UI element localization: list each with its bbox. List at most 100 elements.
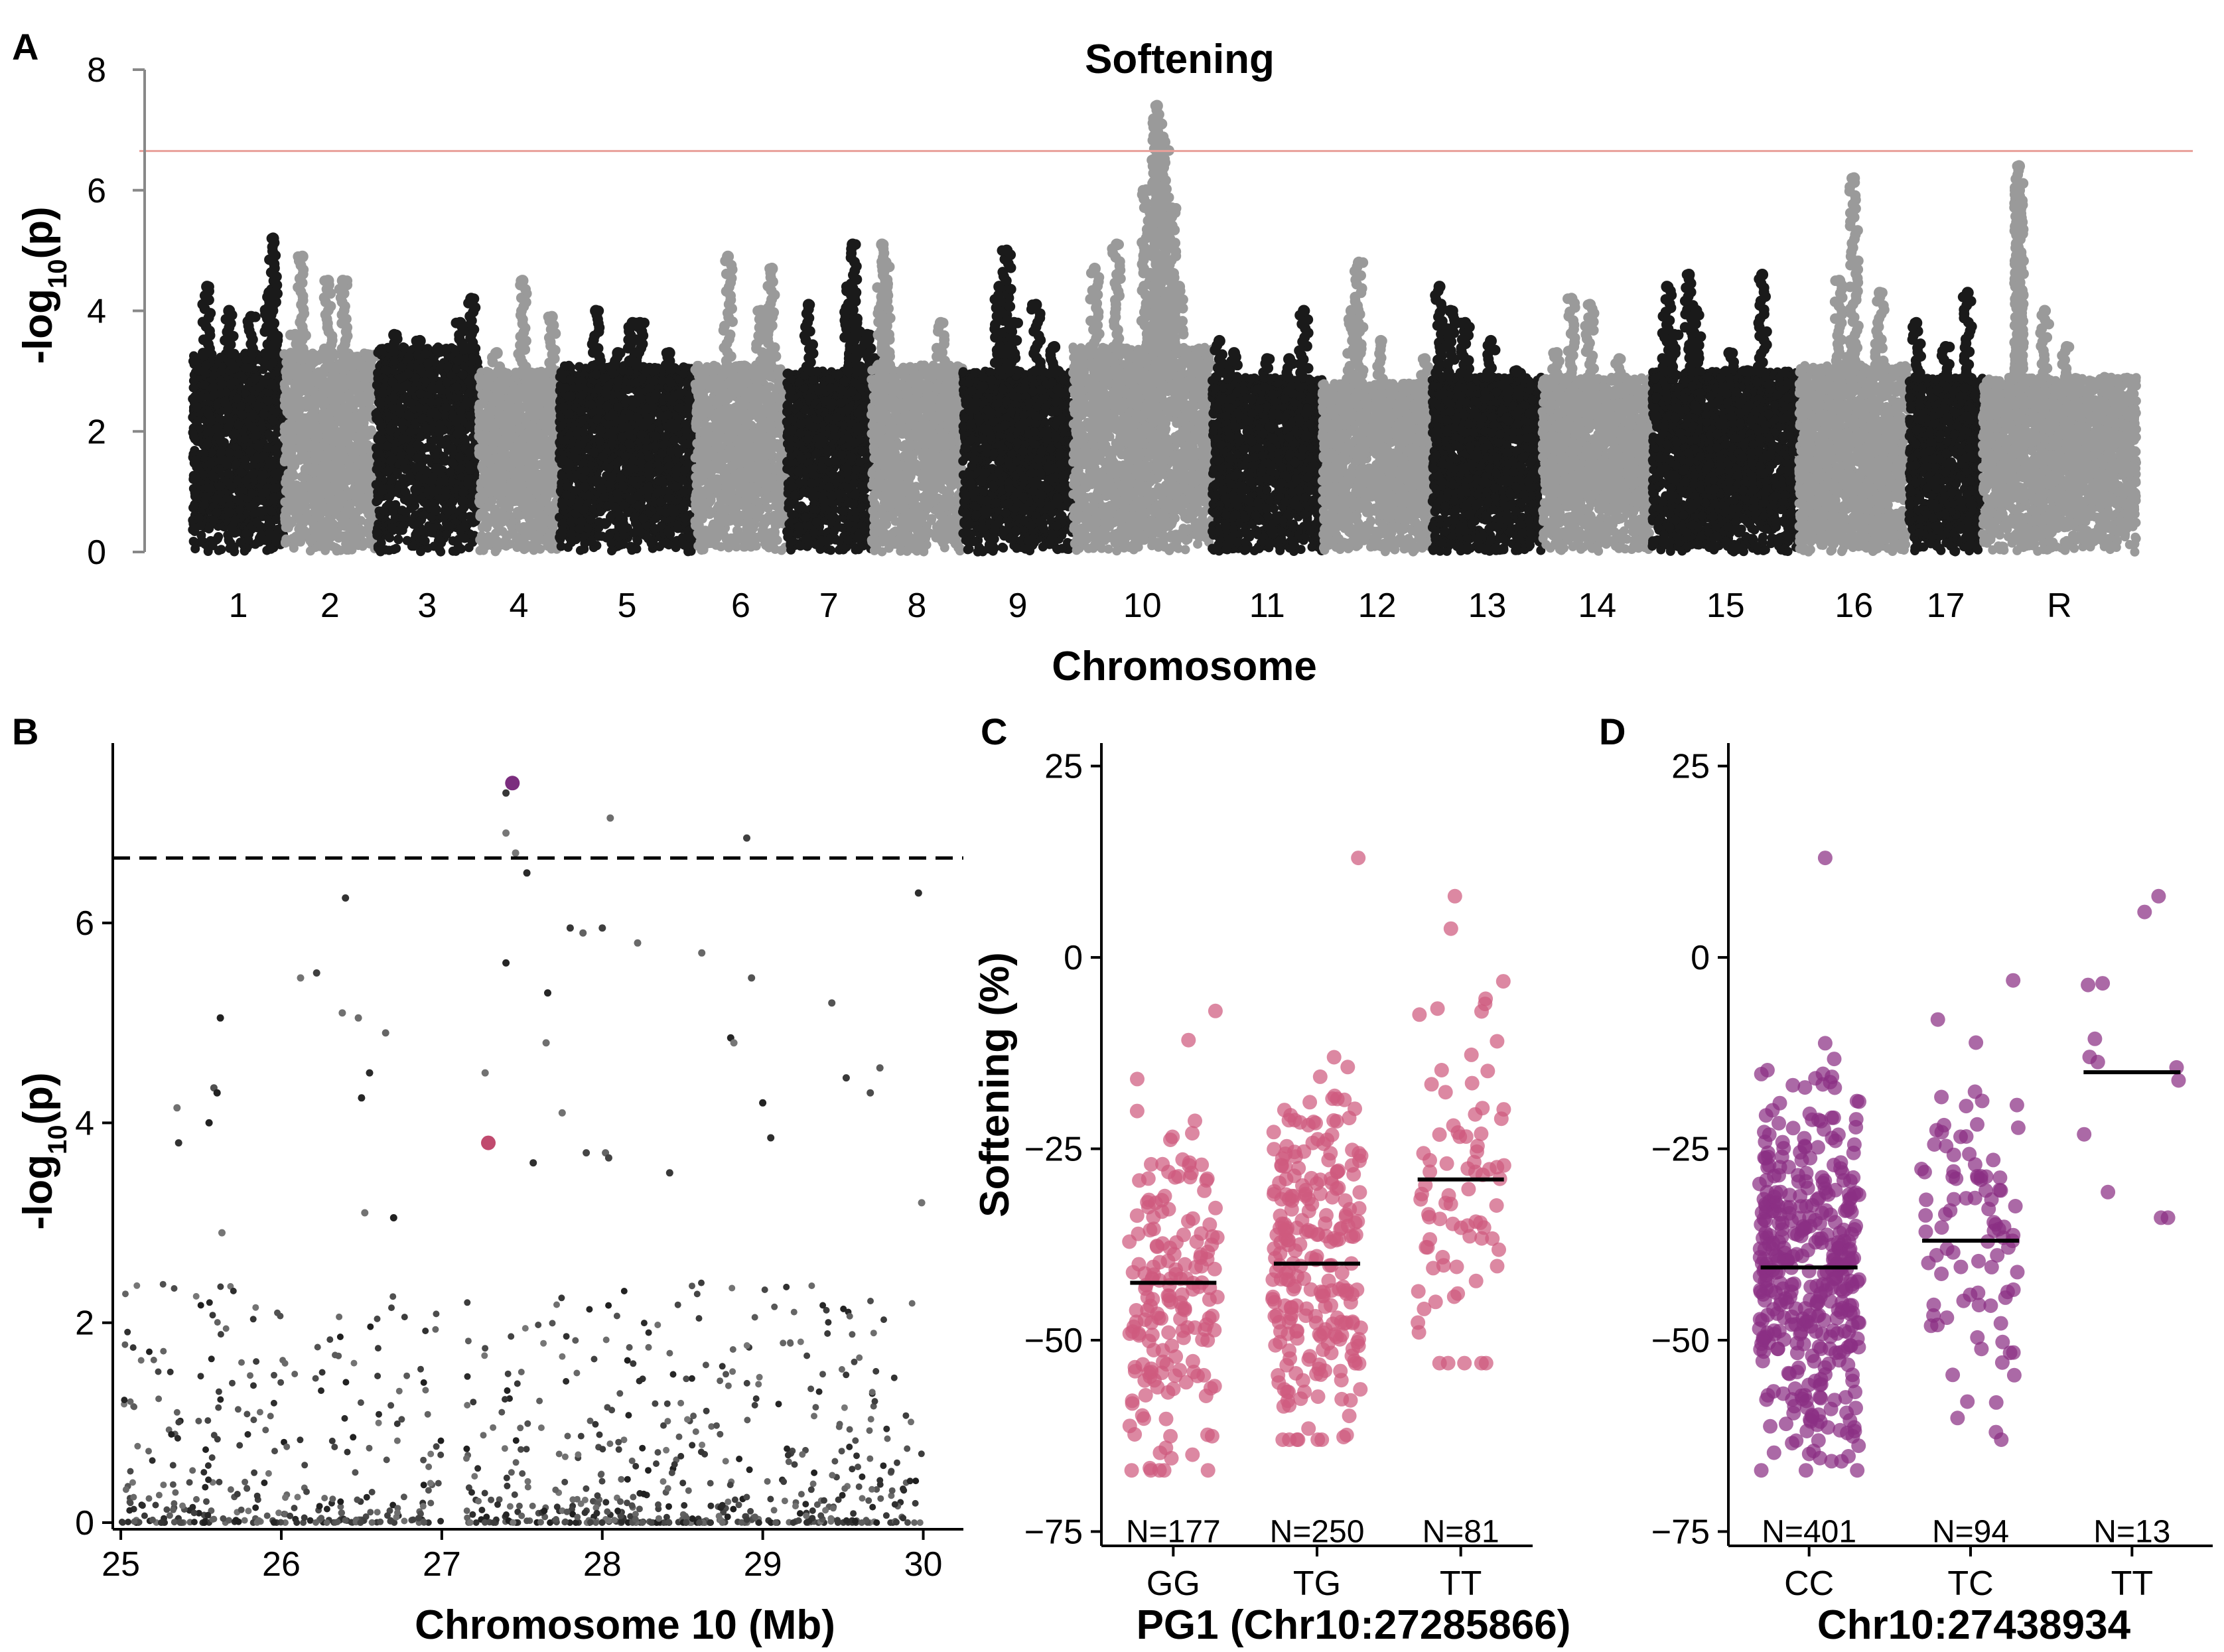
snp-point	[265, 518, 274, 527]
snp-point	[378, 486, 387, 496]
snp-point	[466, 411, 476, 421]
snp-peak-point	[223, 305, 235, 317]
snp-point	[320, 482, 330, 491]
snp-peak-point	[454, 317, 466, 329]
snp-point	[398, 435, 407, 444]
snp-point	[252, 454, 261, 464]
snp-point	[405, 411, 415, 421]
snp-point	[191, 455, 200, 464]
snp-point	[344, 404, 353, 413]
manhattan-title: Softening	[1085, 36, 1275, 82]
snp-point	[413, 527, 422, 537]
snp-point	[212, 508, 222, 517]
snp-point	[453, 356, 462, 366]
snp-point	[362, 430, 372, 439]
snp-point	[427, 512, 436, 521]
snp-point	[421, 499, 431, 508]
snp-point	[415, 403, 424, 413]
snp-point	[319, 369, 328, 378]
snp-point	[400, 463, 409, 472]
snp-point	[281, 517, 290, 527]
snp-point	[313, 529, 322, 538]
snp-point	[259, 357, 269, 366]
snp-peak-point	[337, 275, 349, 287]
panel-letter-b: B	[12, 711, 38, 752]
snp-point	[196, 521, 206, 530]
snp-point	[301, 440, 310, 449]
snp-point	[385, 533, 394, 543]
snp-point	[267, 379, 277, 388]
snp-point	[328, 379, 337, 388]
snp-point	[193, 417, 202, 426]
snp-point	[400, 343, 409, 352]
snp-point	[354, 446, 363, 455]
snp-point	[354, 421, 364, 431]
snp-point	[417, 461, 426, 470]
snp-point	[292, 421, 301, 431]
snp-point	[190, 356, 200, 365]
snp-point	[235, 505, 244, 514]
snp-point	[324, 445, 333, 454]
snp-point	[261, 488, 270, 497]
snp-point	[465, 389, 474, 398]
snp-point	[270, 483, 279, 492]
snp-point	[332, 486, 342, 495]
snp-point	[223, 405, 232, 415]
snp-point	[253, 402, 263, 411]
snp-point	[189, 376, 198, 385]
snp-point	[443, 344, 452, 354]
manhattan-points	[188, 100, 2141, 557]
snp-point	[377, 538, 386, 547]
snp-point	[356, 516, 366, 525]
snp-point	[281, 506, 290, 516]
snp-point	[342, 434, 351, 443]
snp-point	[281, 385, 291, 395]
snp-point	[200, 500, 209, 510]
snp-point	[230, 516, 240, 525]
snp-point	[309, 501, 318, 510]
snp-point	[311, 514, 320, 523]
snp-point	[216, 366, 226, 376]
snp-point	[237, 402, 246, 411]
panel-letter-a: A	[12, 26, 38, 68]
snp-point	[310, 393, 319, 403]
snp-point	[204, 524, 214, 533]
snp-point	[455, 453, 464, 462]
snp-point	[406, 447, 415, 456]
snp-point	[226, 539, 236, 548]
snp-point	[354, 506, 364, 515]
snp-point	[269, 493, 279, 502]
snp-peak-point	[322, 275, 334, 287]
snp-point	[259, 410, 269, 419]
snp-point	[234, 449, 243, 458]
snp-point	[344, 502, 353, 511]
panel-letter-d: D	[1599, 711, 1626, 752]
snp-point	[419, 444, 429, 453]
snp-point	[297, 533, 307, 542]
snp-point	[358, 477, 368, 486]
snp-point	[190, 544, 200, 553]
snp-point	[356, 488, 365, 497]
snp-point	[336, 443, 346, 452]
snp-point	[379, 389, 388, 398]
snp-point	[416, 389, 425, 399]
snp-point	[458, 513, 468, 522]
snp-peak-point	[263, 287, 275, 299]
snp-point	[422, 424, 431, 433]
snp-point	[383, 441, 392, 450]
snp-point	[247, 489, 257, 498]
chromosome-4-points	[474, 275, 563, 556]
snp-point	[385, 426, 395, 435]
chromosome-2-points	[279, 251, 380, 556]
snp-point	[465, 448, 474, 458]
snp-peak-point	[465, 293, 477, 305]
snp-peak-point	[414, 335, 426, 347]
snp-point	[315, 492, 324, 501]
snp-point	[242, 476, 251, 485]
snp-point	[397, 418, 407, 427]
snp-point	[425, 369, 434, 378]
snp-point	[338, 383, 347, 393]
snp-point	[245, 447, 255, 456]
snp-peak-point	[201, 281, 213, 293]
snp-point	[252, 517, 261, 527]
